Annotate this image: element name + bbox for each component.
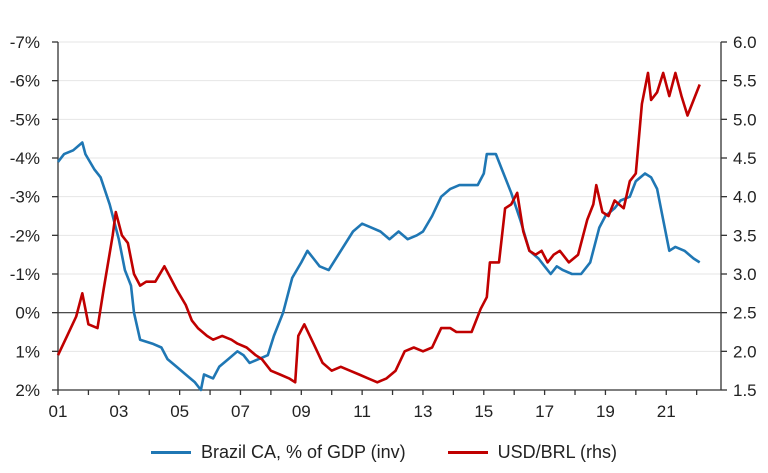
legend-swatch-usdbrl <box>447 451 488 454</box>
series-line-brazil-ca <box>56 141 701 392</box>
x-tick-label: 17 <box>535 402 554 421</box>
left-tick-label: -6% <box>10 72 40 91</box>
x-tick-label: 01 <box>49 402 68 421</box>
grid-lines <box>58 41 721 391</box>
series <box>56 71 701 392</box>
x-tick-label: 15 <box>474 402 493 421</box>
left-tick-label: 1% <box>15 342 40 361</box>
right-tick-label: 3.0 <box>733 265 757 284</box>
legend: Brazil CA, % of GDP (inv) USD/BRL (rhs) <box>0 442 768 463</box>
right-tick-label: 2.5 <box>733 304 757 323</box>
right-tick-label: 1.5 <box>733 381 757 400</box>
right-axis-ticks: 6.0 5.5 5.0 4.5 4.0 3.5 3.0 2.5 2.0 1.5 <box>733 33 757 400</box>
x-tick-label: 19 <box>596 402 615 421</box>
left-tick-label: -5% <box>10 110 40 129</box>
right-tick-label: 5.0 <box>733 110 757 129</box>
right-tick-label: 2.0 <box>733 342 757 361</box>
x-tick-label: 13 <box>413 402 432 421</box>
left-tick-label: 2% <box>15 381 40 400</box>
legend-label-brazil-ca: Brazil CA, % of GDP (inv) <box>200 442 406 462</box>
right-tick-label: 4.5 <box>733 149 757 168</box>
chart: -7% -6% -5% -4% -3% -2% -1% 0% 1% 2% 6.0 5.5 5.0 4.5… <box>10 33 757 421</box>
x-tick-label: 07 <box>231 402 250 421</box>
left-tick-label: -4% <box>10 149 40 168</box>
left-tick-label: -7% <box>10 33 40 52</box>
left-axis-ticks: -7% -6% -5% -4% -3% -2% -1% 0% 1% 2% <box>10 33 40 400</box>
left-tick-label: -3% <box>10 188 40 207</box>
right-tick-label: 5.5 <box>733 72 757 91</box>
series-line-usdbrl <box>56 71 701 384</box>
x-tick-label: 09 <box>292 402 311 421</box>
left-tick-label: -2% <box>10 226 40 245</box>
x-tick-label: 11 <box>353 402 371 421</box>
right-tick-label: 3.5 <box>733 226 757 245</box>
x-axis-ticks: 01 03 05 07 09 11 13 15 17 19 21 <box>49 402 676 421</box>
right-tick-label: 4.0 <box>733 188 757 207</box>
x-tick-label: 03 <box>109 402 128 421</box>
x-tick-label: 21 <box>657 402 676 421</box>
axes <box>52 41 727 395</box>
legend-item-brazil-ca: Brazil CA, % of GDP (inv) <box>150 442 406 463</box>
x-tick-label: 05 <box>170 402 189 421</box>
legend-item-usdbrl: USD/BRL (rhs) <box>447 442 618 463</box>
right-tick-label: 6.0 <box>733 33 757 52</box>
left-tick-label: -1% <box>10 265 40 284</box>
legend-label-usdbrl: USD/BRL (rhs) <box>497 442 618 462</box>
left-tick-label: 0% <box>15 304 40 323</box>
legend-swatch-brazil-ca <box>150 451 191 454</box>
